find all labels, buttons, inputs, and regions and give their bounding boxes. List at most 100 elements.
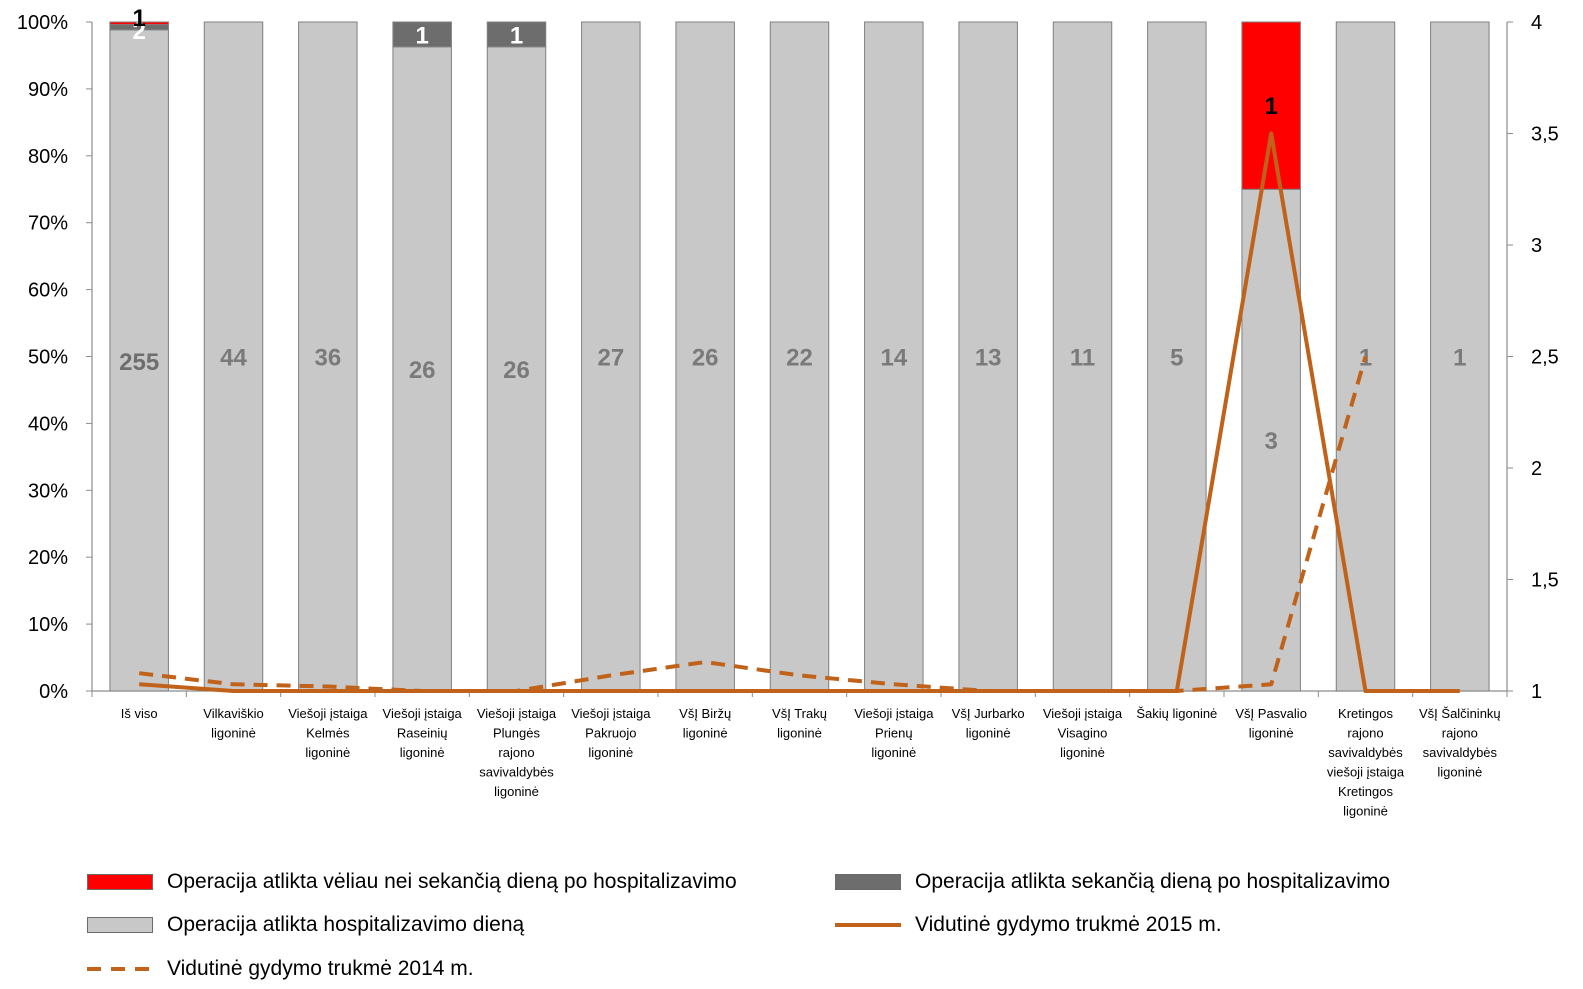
- x-category-label-line: Kretingos: [1338, 784, 1393, 799]
- y-left-tick-label: 0%: [39, 681, 68, 703]
- stacked-bar-line-chart: 0% 10% 20% 30% 40% 50% 60% 70% 80% 90% 100% 1 1,5 2 2,…: [17, 5, 1559, 819]
- x-category-label-line: Viešoji įstaiga: [854, 706, 934, 721]
- x-category-label: VšĮ Pasvalio ligoninė: [1235, 706, 1307, 741]
- bar-segment: [675, 21, 735, 692]
- bar-segment: [958, 21, 1018, 692]
- x-category-label: Viešoji įstaiga Plungės rajono savivaldybės…: [477, 706, 557, 799]
- x-category-label: Kretingos rajono savivaldybės viešoji įstai…: [1327, 706, 1405, 819]
- bar-segment: [392, 46, 452, 692]
- x-category-label: Viešoji įstaiga Raseinių ligoninė: [383, 706, 463, 760]
- bar-segment: [109, 29, 169, 692]
- bar-data-label: 36: [314, 345, 341, 372]
- x-category-label-line: ligoninė: [211, 726, 256, 741]
- bar-segment: [109, 21, 169, 26]
- bar-data-label: 255: [119, 349, 159, 376]
- x-category-label-line: ligoninė: [305, 745, 350, 760]
- bar-data-label: 44: [220, 345, 247, 372]
- y-left-tick-label: 30%: [28, 480, 68, 502]
- y-right-tick-label: 3: [1531, 235, 1542, 257]
- bar-data-label: 2: [132, 18, 145, 45]
- bar-data-label: 3: [1264, 428, 1277, 455]
- bar-data-label: 26: [409, 357, 436, 384]
- bar-segment: [486, 46, 547, 692]
- x-category-label-line: ligoninė: [777, 726, 822, 741]
- legend-label-later-day: Operacija atlikta vėliau nei sekančią di…: [167, 870, 737, 893]
- x-category-label-line: ligoninė: [683, 726, 728, 741]
- legend-item-next-day: Operacija atlikta sekančią dieną po hosp…: [835, 870, 1390, 894]
- y-left-tick-label: 100%: [17, 12, 68, 34]
- legend-item-2015-line: Vidutinė gydymo trukmė 2015 m.: [835, 913, 1222, 937]
- x-category-label: Vilkaviškio ligoninė: [203, 706, 263, 741]
- x-category-label-line: Viešoji įstaiga: [1043, 706, 1123, 721]
- bar-data-label: 26: [692, 345, 719, 372]
- y-left-tick-label: 20%: [28, 547, 68, 569]
- x-category-label-line: Kretingos: [1338, 706, 1393, 721]
- bar-segment: [1241, 188, 1301, 692]
- bar-segment: [203, 21, 264, 692]
- legend-swatch-red: [87, 874, 153, 890]
- x-category-label: Viešoji įstaiga Prienų ligoninė: [854, 706, 934, 760]
- y-right-tick-label: 1,5: [1531, 570, 1559, 592]
- x-category-label-line: rajono: [1347, 726, 1383, 741]
- x-category-label-line: ligoninė: [494, 784, 539, 799]
- bar-data-label: 1: [1264, 93, 1277, 120]
- bar-segment: [864, 21, 924, 692]
- legend-swatch-solid-line: [835, 917, 901, 933]
- x-category-label: VšĮ Trakų ligoninė: [772, 706, 827, 741]
- x-category-label-line: ligoninė: [966, 726, 1011, 741]
- x-category-label-line: Viešoji įstaiga: [477, 706, 557, 721]
- x-category-label-line: VšĮ Šalčininkų: [1419, 706, 1501, 721]
- bar-data-label: 1: [1453, 345, 1466, 372]
- x-category-label-line: ligoninė: [1343, 804, 1388, 819]
- x-category-label: Viešoji įstaiga Visagino ligoninė: [1043, 706, 1123, 760]
- legend-swatch-dark-gray: [835, 874, 901, 890]
- x-category-label-line: savivaldybės: [479, 765, 554, 780]
- x-category-label-line: VšĮ Pasvalio: [1235, 706, 1307, 721]
- bar-data-label: 22: [786, 345, 813, 372]
- x-category-label-line: Visagino: [1058, 726, 1108, 741]
- y-right-tick-label: 3,5: [1531, 124, 1559, 146]
- legend-label-next-day: Operacija atlikta sekančią dieną po hosp…: [915, 870, 1391, 893]
- bar-data-label: 5: [1170, 345, 1183, 372]
- bar-segment: [298, 21, 358, 692]
- x-category-label: VšĮ Šalčininkų rajono savivaldybės ligoninė: [1419, 706, 1501, 780]
- x-category-label: VšĮ Biržų ligoninė: [679, 706, 731, 741]
- legend-item-same-day: Operacija atlikta hospitalizavimo dieną: [87, 913, 524, 937]
- x-category-label-line: rajono: [1442, 726, 1478, 741]
- y-left-tick-label: 80%: [28, 146, 68, 168]
- bar-data-label: 1: [132, 5, 145, 32]
- bar-segment: [1430, 21, 1490, 692]
- x-category-label-line: Plungės: [493, 726, 540, 741]
- y-left-tick-label: 70%: [28, 213, 68, 235]
- bar-segment: [1052, 21, 1113, 692]
- x-category-label-line: Viešoji įstaiga: [571, 706, 651, 721]
- bar-segment: [581, 21, 641, 692]
- x-category-label-line: VšĮ Jurbarko: [952, 706, 1025, 721]
- y-right-tick-label: 1: [1531, 681, 1542, 703]
- x-category-label-line: rajono: [498, 745, 534, 760]
- x-category-label-line: Pakruojo: [585, 726, 636, 741]
- x-category-label-line: Vilkaviškio: [203, 706, 263, 721]
- x-category-label-line: Šakių ligoninė: [1136, 706, 1217, 721]
- bar-data-label: 27: [597, 345, 624, 372]
- x-category-label-line: ligoninė: [400, 745, 445, 760]
- x-category-label: Viešoji įstaiga Pakruojo ligoninė: [571, 706, 651, 760]
- x-category-label-line: Viešoji įstaiga: [383, 706, 463, 721]
- x-category-label-line: Viešoji įstaiga: [288, 706, 368, 721]
- bar-segment: [486, 21, 547, 48]
- legend-label-2015: Vidutinė gydymo trukmė 2015 m.: [915, 913, 1222, 936]
- x-category-label: Viešoji įstaiga Kelmės ligoninė: [288, 706, 368, 760]
- x-category-label-line: Iš viso: [121, 706, 158, 721]
- legend-swatch-light-gray: [87, 917, 153, 933]
- legend-item-2014-line: Vidutinė gydymo trukmė 2014 m.: [87, 957, 474, 981]
- x-category-label-line: savivaldybės: [1423, 745, 1498, 760]
- bar-data-label: 13: [975, 345, 1002, 372]
- legend-item-later-day: Operacija atlikta vėliau nei sekančią di…: [87, 870, 737, 894]
- x-category-label-line: savivaldybės: [1328, 745, 1403, 760]
- bar-data-label: 11: [1070, 345, 1095, 372]
- legend-label-same-day: Operacija atlikta hospitalizavimo dieną: [167, 913, 525, 936]
- x-category-label-line: Kelmės: [306, 726, 350, 741]
- y-right-tick-label: 2,5: [1531, 347, 1559, 369]
- x-category-label: VšĮ Jurbarko ligoninė: [952, 706, 1025, 741]
- x-category-label-line: Raseinių: [397, 726, 448, 741]
